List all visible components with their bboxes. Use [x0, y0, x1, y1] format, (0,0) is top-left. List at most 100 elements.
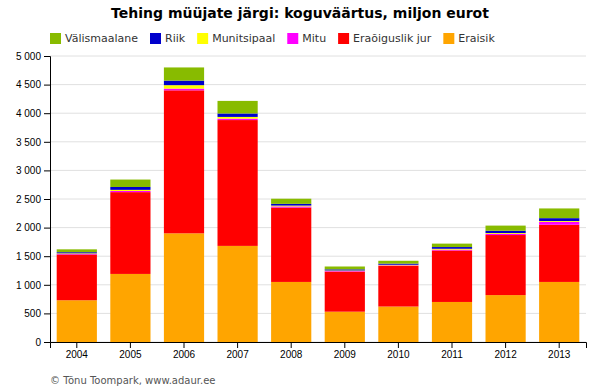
y-tick-mark — [44, 170, 50, 171]
x-tick: 2008 — [280, 342, 303, 360]
bar — [378, 307, 418, 342]
y-tick-mark — [44, 256, 50, 257]
x-axis: 2004200520062007200820092010201120122013 — [51, 342, 587, 360]
x-tick: 2013 — [548, 342, 571, 360]
y-tick: 0 — [35, 337, 50, 348]
x-tick-label: 2004 — [66, 349, 89, 360]
x-tick: 2007 — [226, 342, 249, 360]
bar — [486, 234, 526, 235]
y-tick-mark — [44, 228, 50, 229]
bar — [164, 81, 204, 86]
bar — [57, 253, 97, 255]
grid-line — [50, 141, 586, 142]
bar — [325, 270, 365, 272]
plot: 0 500 1 000 1 500 2 000 2 500 3 000 3 500 4 000 4… — [16, 51, 587, 360]
bar — [486, 235, 526, 295]
x-tick: 2009 — [334, 342, 357, 360]
y-tick-label: 1 000 — [16, 280, 41, 291]
grid-line — [50, 170, 586, 171]
legend-item: Eraisik — [443, 32, 495, 45]
bar — [378, 264, 418, 265]
y-tick-mark — [44, 113, 50, 114]
legend-item: Riik — [150, 32, 186, 45]
legend-item: Mitu — [287, 32, 326, 45]
x-tick-label: 2009 — [334, 349, 357, 360]
y-tick: 2 500 — [16, 194, 50, 205]
bar — [164, 233, 204, 342]
bar — [164, 90, 204, 233]
legend-swatch — [50, 33, 61, 44]
y-axis: 0 500 1 000 1 500 2 000 2 500 3 000 3 500 4 000 4… — [16, 51, 51, 348]
bar — [57, 253, 97, 255]
x-tick: 2006 — [173, 342, 196, 360]
x-tick: 2010 — [387, 342, 410, 360]
bar — [486, 226, 526, 231]
bar — [57, 252, 97, 253]
y-tick-label: 3 500 — [16, 137, 41, 148]
y-tick-label: 500 — [24, 308, 41, 319]
bar — [218, 101, 258, 114]
y-tick-label: 2 000 — [16, 222, 41, 233]
bar — [539, 222, 579, 225]
x-tick: 2012 — [494, 342, 517, 360]
y-tick-mark — [44, 313, 50, 314]
x-axis-line — [51, 343, 587, 349]
bar — [486, 295, 526, 342]
legend-item: Munitsipaal — [197, 32, 275, 45]
y-tick-label: 0 — [35, 337, 41, 348]
bar — [325, 269, 365, 270]
bar — [164, 89, 204, 91]
x-tick-label: 2007 — [226, 349, 249, 360]
y-tick: 1 000 — [16, 280, 50, 291]
y-tick: 500 — [24, 308, 50, 319]
grid — [50, 56, 586, 342]
legend-label: Välismaalane — [65, 32, 138, 45]
x-tick-mark — [398, 342, 399, 348]
legend-label: Mitu — [302, 32, 326, 45]
bar — [378, 264, 418, 266]
y-tick-mark — [44, 342, 50, 343]
y-tick-label: 4 000 — [16, 108, 41, 119]
bar — [271, 282, 311, 342]
x-tick-label: 2012 — [494, 349, 517, 360]
bar — [218, 119, 258, 120]
bar — [486, 231, 526, 233]
bar — [218, 120, 258, 246]
x-tick-label: 2010 — [387, 349, 410, 360]
bar — [432, 247, 472, 249]
x-tick-mark — [452, 342, 453, 348]
bar — [110, 274, 150, 342]
series — [57, 81, 580, 271]
grid-line — [50, 84, 586, 85]
y-tick-label: 3 000 — [16, 165, 41, 176]
y-tick-mark — [44, 199, 50, 200]
bar — [325, 266, 365, 269]
bar — [164, 85, 204, 88]
bar — [57, 300, 97, 342]
legend-swatch — [443, 33, 454, 44]
y-tick-mark — [44, 285, 50, 286]
legend: VälismaalaneRiikMunitsipaalMituEraõigusl… — [50, 32, 495, 45]
bar — [432, 302, 472, 342]
x-tick-label: 2013 — [548, 349, 571, 360]
title: Tehing müüjate järgi: koguväärtus, miljo… — [111, 5, 489, 21]
y-axis-line — [44, 57, 51, 343]
bar — [539, 225, 579, 282]
bar — [110, 192, 150, 274]
legend-swatch — [197, 33, 208, 44]
bar — [110, 191, 150, 192]
bar — [271, 206, 311, 207]
y-tick: 3 500 — [16, 137, 50, 148]
bar — [164, 67, 204, 80]
x-tick: 2005 — [119, 342, 142, 360]
bar — [539, 208, 579, 218]
x-tick: 2004 — [66, 342, 89, 360]
x-tick-mark — [184, 342, 185, 348]
y-tick-label: 1 500 — [16, 251, 41, 262]
y-tick: 1 500 — [16, 251, 50, 262]
bars — [57, 67, 580, 342]
y-tick: 5 000 — [16, 51, 50, 62]
bar — [325, 271, 365, 273]
y-tick-label: 4 500 — [16, 79, 41, 90]
bar — [432, 250, 472, 301]
